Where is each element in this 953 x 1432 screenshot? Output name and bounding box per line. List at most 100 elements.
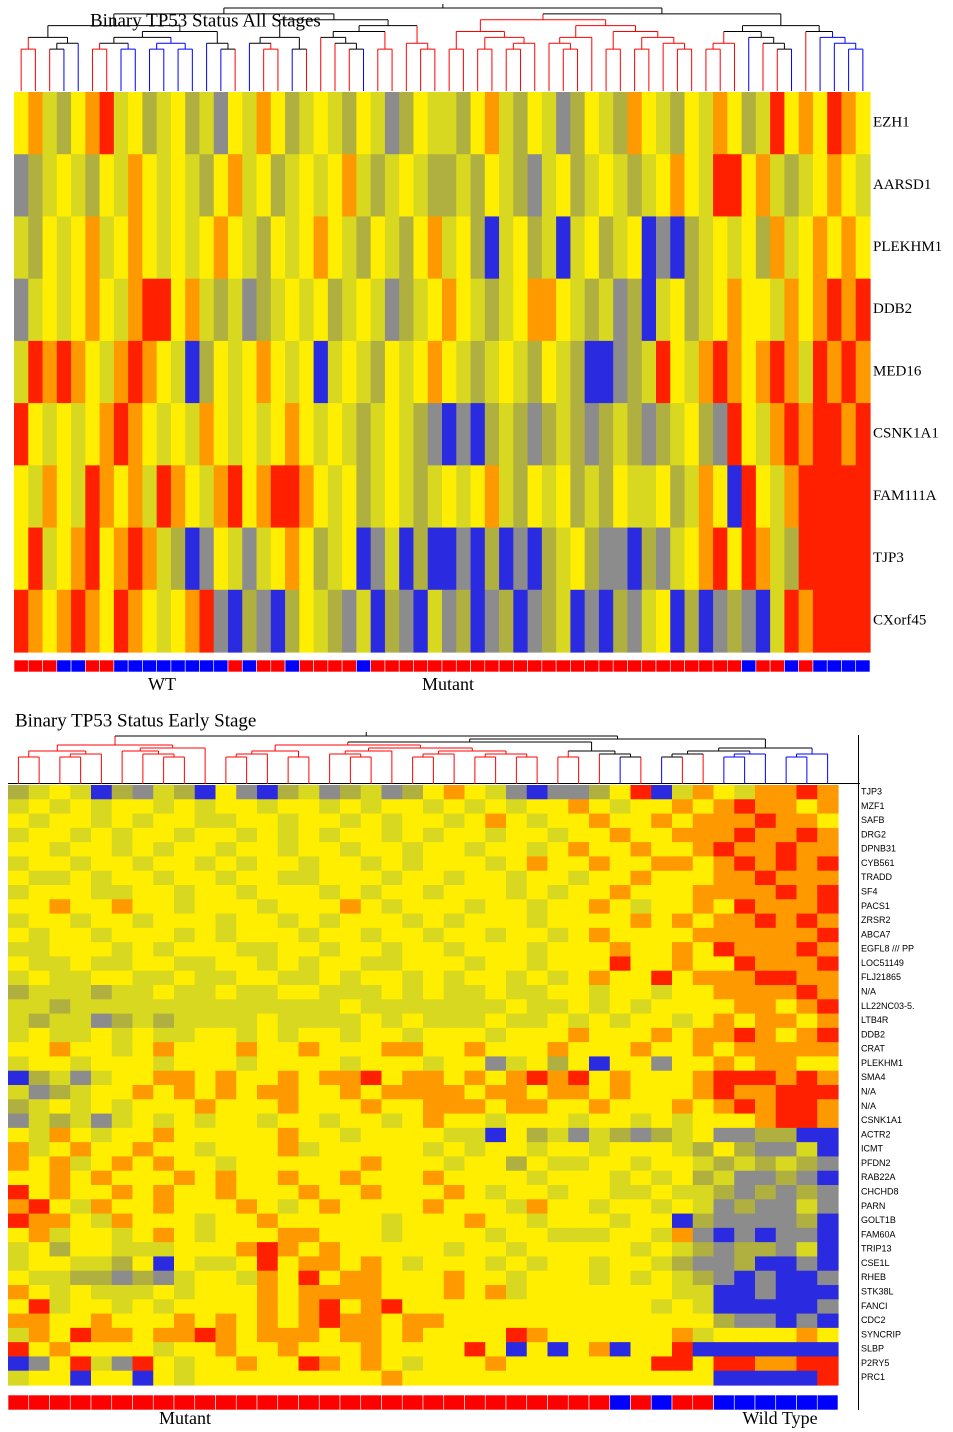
- heatmap-cell: [589, 1370, 611, 1386]
- heatmap-cell: [215, 1327, 237, 1343]
- heatmap-cell: [228, 589, 243, 653]
- heatmap-cell: [755, 927, 777, 943]
- heatmap-cell: [651, 1056, 673, 1072]
- heatmap-cell: [399, 278, 415, 342]
- heatmap-cell: [568, 1142, 590, 1158]
- heatmap-cell: [526, 927, 549, 943]
- heatmap-cell: [319, 1342, 341, 1358]
- heatmap-cell: [194, 1156, 217, 1172]
- heatmap-cell: [277, 1199, 300, 1215]
- heatmap-cell: [713, 1170, 735, 1186]
- heatmap-cell: [342, 527, 357, 591]
- heatmap-cell: [775, 1013, 798, 1029]
- heatmap-cell: [49, 1027, 71, 1043]
- heatmap-cell: [199, 340, 215, 404]
- heatmap-cell: [734, 827, 756, 843]
- heatmap-cell: [340, 1142, 362, 1158]
- heatmap-cell: [381, 1299, 403, 1315]
- heatmap-cell: [402, 999, 424, 1015]
- heatmap-cell: [242, 403, 258, 466]
- status-cell: [812, 659, 828, 673]
- heatmap-cell: [156, 403, 172, 466]
- heatmap-cell: [256, 216, 272, 280]
- heatmap-cell: [841, 340, 857, 404]
- heatmap-cell: [236, 1199, 258, 1215]
- heatmap-cell: [855, 154, 871, 218]
- heatmap-cell: [427, 465, 443, 529]
- heatmap-cell: [443, 856, 466, 872]
- heatmap-cell: [132, 827, 154, 843]
- heatmap-cell: [456, 340, 472, 404]
- heatmap-cell: [215, 1127, 237, 1143]
- heatmap-cell: [215, 1027, 237, 1043]
- heatmap-cell: [684, 589, 700, 653]
- heatmap-cell: [464, 1285, 486, 1300]
- heatmap-cell: [568, 785, 590, 800]
- heatmap-cell: [506, 1013, 528, 1029]
- heatmap-cell: [589, 1356, 611, 1372]
- heatmap-cell: [319, 942, 341, 958]
- heatmap-cell: [651, 1085, 673, 1100]
- heatmap-cell: [672, 956, 694, 972]
- heatmap-cell: [527, 92, 543, 155]
- heatmap-cell: [506, 856, 528, 872]
- heatmap-cell: [464, 1313, 486, 1329]
- heatmap-cell: [713, 813, 735, 829]
- heatmap-cell: [775, 1227, 798, 1243]
- heatmap-cell: [8, 1042, 30, 1058]
- heatmap-cell: [630, 870, 652, 886]
- heatmap-cell: [796, 1142, 818, 1158]
- heatmap-cell: [132, 1027, 154, 1043]
- heatmap-cell: [630, 1170, 652, 1186]
- heatmap-cell: [111, 1285, 134, 1300]
- heatmap-cell: [194, 1099, 217, 1115]
- heatmap-cell: [413, 154, 429, 218]
- heatmap-cell: [589, 1113, 611, 1129]
- heatmap-cell: [692, 942, 715, 958]
- status-cell: [609, 1394, 631, 1411]
- heatmap-cell: [285, 589, 300, 653]
- heatmap-cell: [589, 1327, 611, 1343]
- heatmap-cell: [113, 589, 129, 653]
- heatmap-cell: [319, 885, 341, 900]
- heatmap-cell: [798, 340, 814, 404]
- heatmap-cell: [236, 1327, 258, 1343]
- heatmap-cell: [319, 813, 341, 829]
- heatmap-cell: [547, 1127, 569, 1143]
- heatmap-cell: [153, 1185, 175, 1200]
- heatmap-cell: [8, 1285, 30, 1300]
- heatmap-cell: [464, 1056, 486, 1072]
- heatmap-cell: [277, 1156, 300, 1172]
- heatmap-cell: [713, 1227, 735, 1243]
- heatmap-cell: [174, 785, 196, 800]
- gene-label: PACS1: [861, 901, 890, 911]
- heatmap-cell: [506, 1285, 528, 1300]
- heatmap-cell: [132, 970, 154, 986]
- heatmap-cell: [132, 1070, 154, 1086]
- gene-label: SYNCRIP: [861, 1329, 901, 1339]
- heatmap-cell: [153, 1242, 175, 1258]
- heatmap-cell: [236, 1113, 258, 1129]
- heatmap-cell: [775, 1027, 798, 1043]
- heatmap-cell: [49, 899, 71, 915]
- heatmap-cell: [70, 1327, 92, 1343]
- heatmap-cell: [360, 1027, 383, 1043]
- heatmap-cell: [692, 1042, 715, 1058]
- heatmap-cell: [755, 1242, 777, 1258]
- heatmap-cell: [775, 927, 798, 943]
- heatmap-cell: [741, 340, 757, 404]
- heatmap-cell: [413, 527, 429, 591]
- heatmap-cell: [713, 1285, 735, 1300]
- heatmap-cell: [713, 1185, 735, 1200]
- heatmap-cell: [319, 970, 341, 986]
- heatmap-cell: [541, 527, 557, 591]
- heatmap-cell: [132, 1285, 154, 1300]
- heatmap-cell: [277, 1142, 300, 1158]
- heatmap-cell: [442, 465, 457, 529]
- heatmap-cell: [340, 927, 362, 943]
- heatmap-cell: [568, 1270, 590, 1286]
- heatmap-cell: [526, 970, 549, 986]
- heatmap-cell: [194, 1199, 217, 1215]
- heatmap-cell: [28, 1227, 51, 1243]
